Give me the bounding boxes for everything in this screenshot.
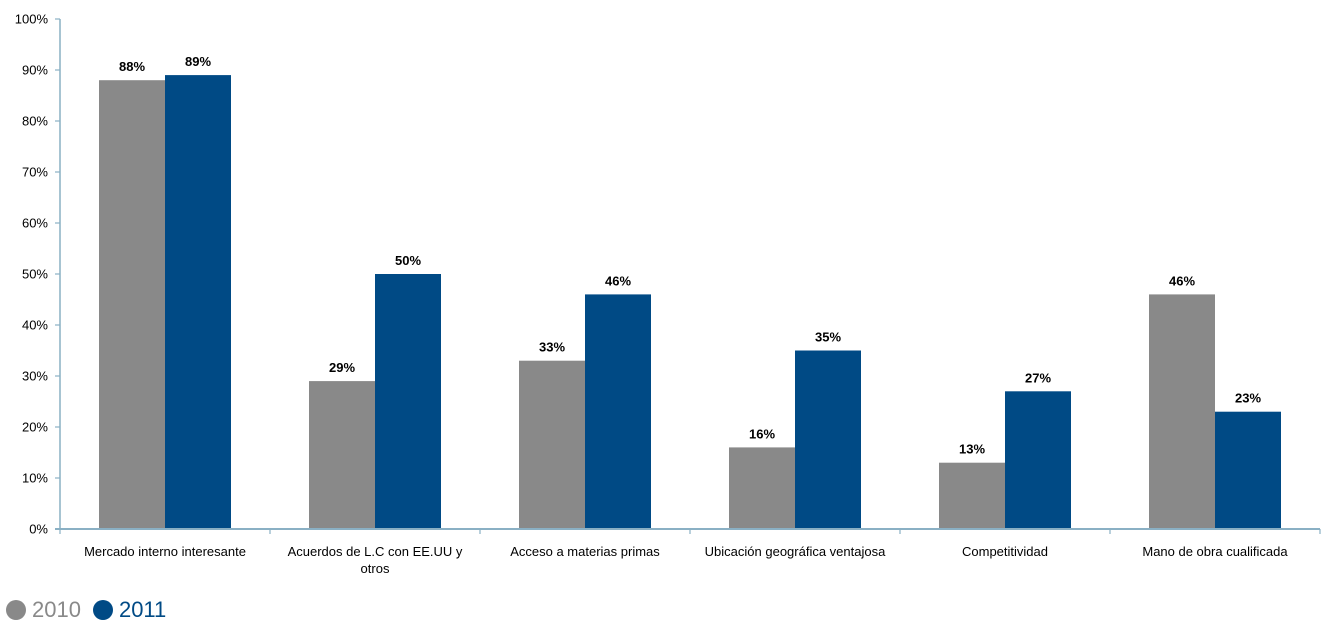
x-category-label-line: Acuerdos de L.C con EE.UU y	[288, 544, 463, 559]
y-tick-label: 60%	[22, 216, 48, 231]
x-category-label-line: Acceso a materias primas	[510, 544, 660, 559]
legend-label-2011: 2011	[118, 597, 167, 622]
x-category-label: Competitividad	[962, 544, 1048, 559]
legend: 2010 2011	[6, 598, 172, 622]
x-category-label-line: Ubicación geográfica ventajosa	[705, 544, 886, 559]
data-label-2010-1: 29%	[329, 360, 355, 375]
x-axis: Mercado interno interesante Acuerdos de L…	[55, 528, 1321, 576]
data-label-2010-4: 13%	[959, 442, 985, 457]
y-tick-label: 30%	[22, 369, 48, 384]
y-tick-label: 0%	[29, 522, 48, 537]
data-labels: 88% 29% 33% 16% 13% 46% 89% 50% 46% 35% 27% 23%	[119, 54, 1261, 457]
data-label-2011-1: 50%	[395, 253, 421, 268]
y-tick-label: 10%	[22, 471, 48, 486]
y-tick-label: 50%	[22, 267, 48, 282]
data-label-2011-0: 89%	[185, 54, 211, 69]
y-tick-label: 90%	[22, 63, 48, 78]
y-axis: 0% 10% 20% 30% 40% 50% 60% 70% 80% 90% 100%	[15, 12, 61, 537]
legend-item-2010: 2010	[6, 598, 81, 622]
x-category-label: Mano de obra cualificada	[1142, 544, 1288, 559]
bar-2010-0	[99, 80, 165, 529]
bar-2010-1	[309, 381, 375, 529]
bars	[99, 75, 1281, 529]
legend-label-2010: 2010	[32, 597, 81, 622]
y-tick-label: 20%	[22, 420, 48, 435]
bar-2011-5	[1215, 411, 1281, 529]
bar-2010-4	[939, 462, 1005, 529]
x-category-label-line: Mano de obra cualificada	[1142, 544, 1288, 559]
bar-2011-3	[795, 350, 861, 529]
legend-item-2011: 2011	[92, 597, 167, 622]
bar-2011-0	[165, 75, 231, 529]
x-category-label-line: Mercado interno interesante	[84, 544, 246, 559]
bar-2010-5	[1149, 294, 1215, 529]
bar-chart: 0% 10% 20% 30% 40% 50% 60% 70% 80% 90% 100% 88% 29%…	[15, 12, 1321, 576]
bar-2011-2	[585, 294, 651, 529]
x-category-label: Ubicación geográfica ventajosa	[705, 544, 886, 559]
bar-2010-2	[519, 360, 585, 529]
data-label-2010-0: 88%	[119, 59, 145, 74]
x-category-label-line: Competitividad	[962, 544, 1048, 559]
y-tick-label: 40%	[22, 318, 48, 333]
y-tick-label: 80%	[22, 114, 48, 129]
x-category-label: Acceso a materias primas	[510, 544, 660, 559]
data-label-2010-3: 16%	[749, 426, 775, 441]
data-label-2011-3: 35%	[815, 330, 841, 345]
data-label-2011-4: 27%	[1025, 370, 1051, 385]
data-label-2011-2: 46%	[605, 273, 631, 288]
data-label-2010-5: 46%	[1169, 273, 1195, 288]
y-tick-label: 70%	[22, 165, 48, 180]
data-label-2010-2: 33%	[539, 340, 565, 355]
legend-swatch-2010	[6, 600, 26, 620]
y-tick-label: 100%	[15, 12, 49, 27]
bar-2011-1	[375, 274, 441, 529]
x-category-label: Mercado interno interesante	[84, 544, 246, 559]
data-label-2011-5: 23%	[1235, 391, 1261, 406]
legend-swatch-2011	[92, 600, 113, 620]
x-category-label: Acuerdos de L.C con EE.UU y otros	[288, 544, 463, 576]
bar-2011-4	[1005, 391, 1071, 529]
bar-2010-3	[729, 447, 795, 529]
x-category-label-line: otros	[361, 561, 390, 576]
